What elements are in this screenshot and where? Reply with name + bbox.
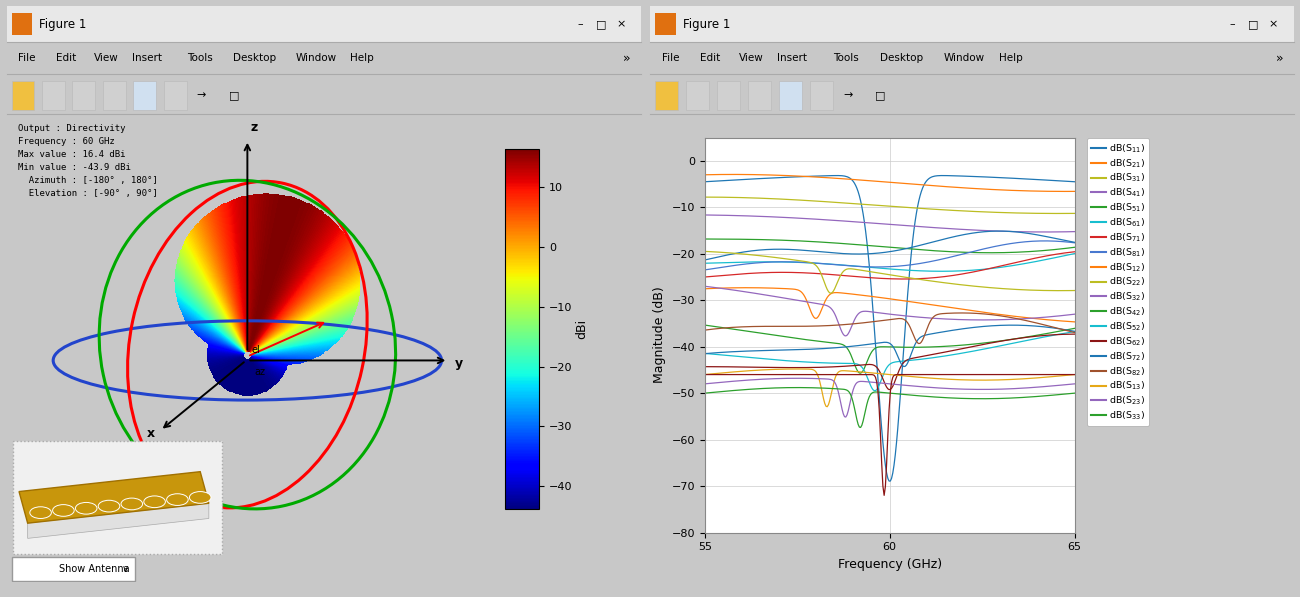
Text: File: File [662, 53, 679, 63]
Text: Output : Directivity
Frequency : 60 GHz
Max value : 16.4 dBi
Min value : -43.9 d: Output : Directivity Frequency : 60 GHz … [18, 124, 157, 198]
Text: ×: × [1269, 19, 1278, 29]
FancyBboxPatch shape [655, 81, 679, 109]
Circle shape [52, 504, 74, 516]
Text: →: → [196, 91, 207, 100]
FancyBboxPatch shape [12, 557, 135, 581]
Text: »: » [623, 51, 630, 64]
FancyBboxPatch shape [650, 6, 1294, 42]
Text: »: » [1275, 51, 1283, 64]
Circle shape [166, 494, 188, 506]
Text: ×: × [616, 19, 625, 29]
FancyBboxPatch shape [6, 6, 641, 42]
Text: x: x [147, 427, 155, 440]
Y-axis label: Magnitude (dB): Magnitude (dB) [653, 287, 666, 383]
Text: Insert: Insert [777, 53, 807, 63]
Legend: dB(S$_{11}$), dB(S$_{21}$), dB(S$_{31}$), dB(S$_{41}$), dB(S$_{51}$), dB(S$_{61}: dB(S$_{11}$), dB(S$_{21}$), dB(S$_{31}$)… [1087, 139, 1149, 426]
FancyBboxPatch shape [134, 81, 156, 109]
Text: Window: Window [944, 53, 984, 63]
Text: View: View [94, 53, 118, 63]
Text: □: □ [1248, 19, 1258, 29]
Text: Help: Help [350, 53, 374, 63]
Polygon shape [27, 503, 209, 538]
Text: –: – [577, 19, 584, 29]
FancyBboxPatch shape [779, 81, 802, 109]
Text: □: □ [229, 91, 239, 100]
Text: File: File [18, 53, 35, 63]
Text: Edit: Edit [56, 53, 77, 63]
Text: ∨: ∨ [122, 564, 129, 574]
Circle shape [190, 491, 211, 503]
Text: Show Antenna: Show Antenna [58, 564, 129, 574]
FancyBboxPatch shape [12, 81, 34, 109]
FancyBboxPatch shape [103, 81, 126, 109]
Text: Figure 1: Figure 1 [684, 17, 731, 30]
Text: View: View [738, 53, 763, 63]
Circle shape [30, 507, 52, 518]
Text: Window: Window [296, 53, 337, 63]
Text: y: y [455, 357, 463, 370]
Circle shape [121, 498, 143, 510]
Text: Insert: Insert [133, 53, 162, 63]
FancyBboxPatch shape [716, 81, 740, 109]
Text: Tools: Tools [833, 53, 858, 63]
Text: Help: Help [998, 53, 1023, 63]
Circle shape [99, 500, 120, 512]
Text: □: □ [875, 91, 885, 100]
FancyBboxPatch shape [686, 81, 710, 109]
Text: el: el [251, 344, 260, 355]
Text: Desktop: Desktop [233, 53, 276, 63]
Text: □: □ [595, 19, 606, 29]
Text: z: z [250, 121, 257, 134]
Text: –: – [1230, 19, 1235, 29]
FancyBboxPatch shape [164, 81, 187, 109]
FancyBboxPatch shape [42, 81, 65, 109]
FancyBboxPatch shape [12, 13, 32, 35]
Text: →: → [842, 91, 853, 100]
FancyBboxPatch shape [13, 441, 222, 553]
Text: Tools: Tools [187, 53, 212, 63]
Y-axis label: dBi: dBi [576, 319, 589, 339]
X-axis label: Frequency (GHz): Frequency (GHz) [837, 558, 941, 571]
Polygon shape [20, 472, 209, 523]
Circle shape [75, 503, 98, 514]
Text: Desktop: Desktop [880, 53, 923, 63]
FancyBboxPatch shape [747, 81, 771, 109]
FancyBboxPatch shape [73, 81, 95, 109]
Circle shape [144, 496, 165, 507]
Text: Figure 1: Figure 1 [39, 17, 87, 30]
Text: az: az [254, 367, 265, 377]
FancyBboxPatch shape [810, 81, 833, 109]
Text: Edit: Edit [701, 53, 720, 63]
FancyBboxPatch shape [655, 13, 676, 35]
